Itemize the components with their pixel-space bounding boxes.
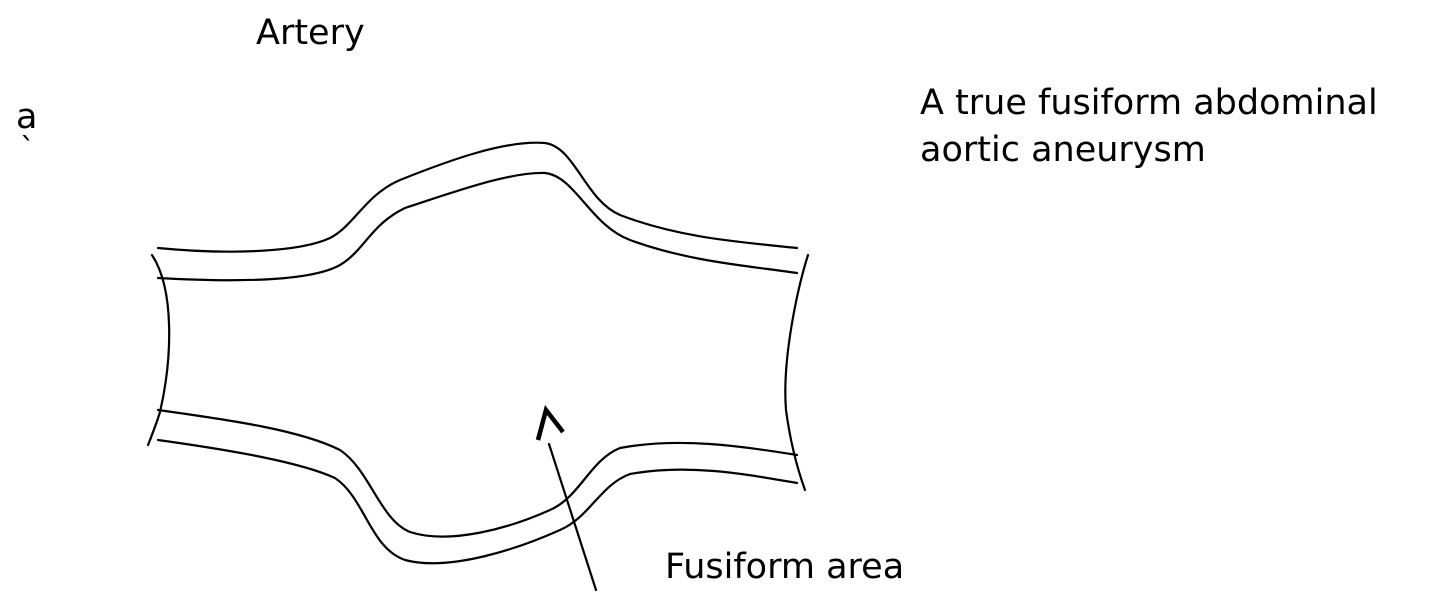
arrowhead-icon <box>535 405 565 441</box>
right-cut-end <box>784 253 810 492</box>
fusiform-area-label: Fusiform area <box>665 547 905 587</box>
left-cut-end <box>146 253 171 447</box>
caption-line-1: A true fusiform abdominal <box>920 83 1378 123</box>
lower-wall-outer <box>156 438 799 565</box>
upper-wall-inner <box>156 171 799 282</box>
diagram-caption: A true fusiform abdominal aortic aneurys… <box>920 80 1378 175</box>
artery-title: Artery <box>256 13 365 53</box>
upper-wall-outer <box>156 141 799 253</box>
lower-wall-inner <box>156 408 799 538</box>
panel-tick-mark: ` <box>20 132 35 167</box>
panel-letter: a <box>16 97 38 137</box>
pointer-line <box>547 442 598 592</box>
caption-line-2: aortic aneurysm <box>920 130 1206 171</box>
